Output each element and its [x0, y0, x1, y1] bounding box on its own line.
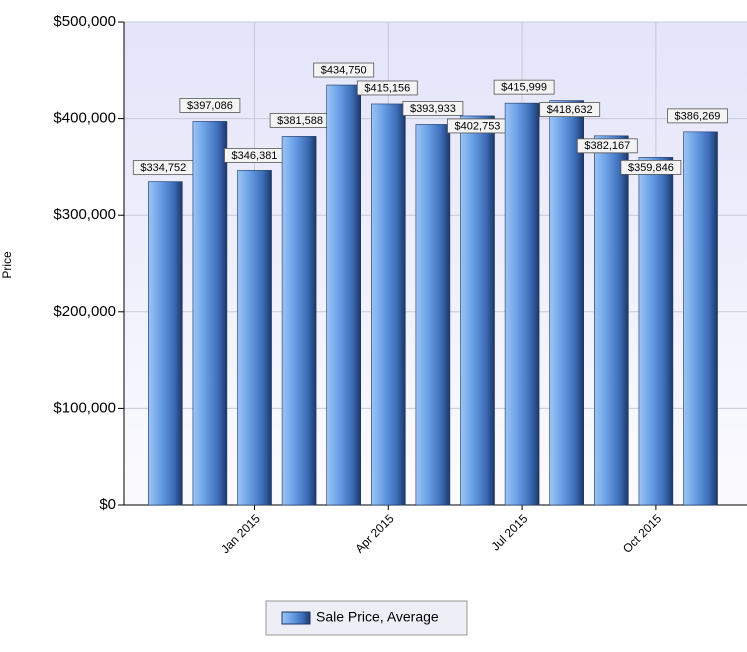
bar — [460, 115, 495, 506]
bar — [326, 84, 362, 506]
legend-label: Sale Price, Average — [316, 609, 439, 625]
bar — [415, 124, 451, 506]
value-label-box — [493, 79, 555, 95]
value-label: $381,588 — [277, 115, 323, 127]
bar — [593, 135, 629, 506]
y-tick-label: $0 — [99, 496, 116, 513]
value-label: $393,933 — [410, 103, 456, 115]
bar — [504, 102, 540, 506]
y-tick-label: $300,000 — [53, 206, 116, 223]
y-tick-label: $500,000 — [53, 13, 116, 30]
bar — [683, 131, 718, 506]
value-label-box — [179, 98, 241, 113]
x-tick-label: Oct 2015 — [620, 511, 665, 556]
legend: Sale Price, Average — [265, 600, 468, 636]
value-label-box — [539, 102, 601, 118]
value-label: $334,752 — [140, 162, 186, 174]
value-label-box — [356, 80, 418, 96]
bar — [237, 170, 272, 506]
value-label: $415,999 — [501, 82, 547, 94]
legend-swatch — [281, 611, 311, 625]
value-label-box — [313, 62, 375, 78]
value-label: $415,156 — [364, 82, 410, 94]
x-tick-label: Jan 2015 — [218, 511, 263, 556]
value-label-box — [620, 159, 682, 175]
value-label: $382,167 — [584, 140, 630, 152]
value-label: $359,846 — [628, 162, 674, 174]
value-label: $434,750 — [321, 64, 367, 76]
x-tick-label: Jul 2015 — [488, 511, 530, 553]
y-tick-label: $100,000 — [53, 399, 116, 416]
value-label: $397,086 — [187, 100, 233, 112]
value-label: $346,381 — [232, 150, 278, 162]
value-label: $386,269 — [675, 110, 721, 122]
y-tick-label: $200,000 — [53, 303, 116, 320]
value-label: $402,753 — [455, 120, 501, 132]
value-label-box — [667, 108, 728, 124]
bar — [370, 103, 406, 506]
value-label-box — [402, 101, 464, 116]
value-label: $418,632 — [547, 104, 593, 116]
bar — [638, 157, 674, 506]
bar — [148, 181, 183, 506]
x-tick-label: Apr 2015 — [352, 511, 397, 556]
value-label-box — [576, 138, 638, 154]
bar — [192, 121, 228, 506]
y-axis-label: Price — [0, 251, 14, 279]
bar — [549, 100, 585, 506]
y-tick-label: $400,000 — [53, 110, 116, 127]
bar — [281, 136, 317, 506]
